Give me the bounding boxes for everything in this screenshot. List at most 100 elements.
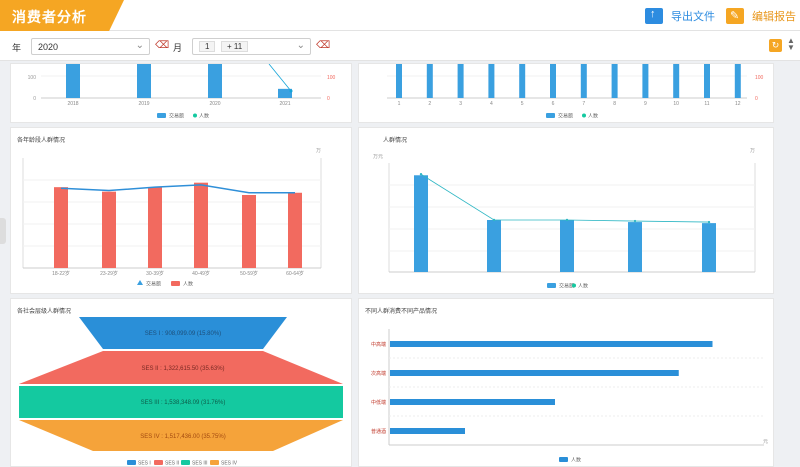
x-tick-label: 12 — [735, 101, 741, 107]
bar-amount — [580, 64, 587, 98]
series-line-count — [420, 173, 710, 223]
y-tick: 100 — [28, 75, 37, 81]
sort-arrows-icon[interactable]: ▲ ▼ — [787, 36, 795, 52]
legend-label: 人数 — [571, 457, 581, 464]
eraser-icon[interactable]: ⌫ — [316, 40, 331, 51]
x-tick-label: 2019 — [138, 101, 149, 107]
y-tick-right: 100 — [755, 75, 764, 81]
funnel-label: SES IV : 1,517,436.00 (35.75%) — [140, 434, 225, 440]
bar-amount — [611, 64, 618, 98]
series-line-count — [268, 64, 292, 92]
x-tick-label: 6 — [552, 101, 555, 107]
line-point — [707, 220, 711, 224]
funnel-chart: SES I : 908,099.09 (15.80%) SES II : 1,3… — [19, 317, 343, 467]
bar-count — [390, 341, 713, 347]
chevron-down-icon: ⌄ — [135, 40, 144, 51]
line-point — [492, 218, 496, 222]
month-chip[interactable]: 1 — [199, 41, 216, 52]
bar-count — [390, 370, 679, 376]
bar-amount — [426, 64, 433, 98]
x-tick-label: 1 — [398, 101, 401, 107]
x-tick-label: 2 — [428, 101, 431, 107]
bar-amount — [137, 64, 151, 98]
bar-amount — [673, 64, 680, 98]
bar-amount — [488, 64, 495, 98]
year-select[interactable]: 2020 ⌄ — [31, 38, 150, 55]
month-select[interactable]: 1 + 11 ⌄ — [192, 38, 311, 55]
legend-label: SES I — [138, 461, 151, 467]
legend-label: 人数 — [183, 281, 193, 288]
panel-yearly: 100 0 100 0 2018 2019 2020 2021 交易额 人数 — [10, 63, 352, 123]
bar-count — [390, 399, 555, 405]
page-title: 消费者分析 — [12, 9, 87, 25]
bar-amount — [642, 64, 649, 98]
funnel-segment-ses3 — [19, 386, 343, 418]
bar-count — [54, 187, 68, 268]
y-tick-right: 100 — [327, 75, 336, 81]
bar-count — [102, 191, 116, 268]
legend-label: SES III — [192, 461, 208, 467]
pencil-icon — [726, 8, 744, 24]
y-tick-label: 中低端 — [371, 399, 386, 406]
legend-swatch-count — [559, 457, 568, 462]
monthly-chart: 100 0 1 2 3 4 5 6 7 8 9 10 11 12 交易额 人数 — [387, 64, 764, 120]
eraser-icon[interactable]: ⌫ — [155, 40, 170, 51]
bar-amount — [208, 64, 222, 98]
x-tick-label: 30-39岁 — [146, 270, 164, 277]
sidebar-toggle-handle[interactable] — [0, 218, 6, 244]
legend-label: 交易额 — [169, 113, 184, 120]
panel-title: 各年龄段人群情况 — [17, 138, 66, 144]
legend-swatch-count — [193, 113, 197, 118]
panel-title: 人群情况 — [383, 138, 408, 144]
y-tick-label: 中高端 — [371, 341, 386, 348]
legend-swatch-count — [572, 283, 576, 288]
funnel-label: SES III : 1,538,348.09 (31.76%) — [141, 400, 226, 406]
legend-label: 人数 — [588, 113, 598, 120]
line-point — [419, 173, 423, 176]
bar-amount — [278, 88, 292, 98]
x-tick-label: 11 — [704, 101, 709, 107]
year-value: 2020 — [38, 42, 59, 52]
month-chip-more[interactable]: + 11 — [220, 41, 249, 52]
bar-count — [194, 182, 208, 268]
month-label: 月 — [173, 43, 183, 53]
legend-label: 交易额 — [559, 283, 574, 290]
panel-funnel: 各社会层级人群情况 SES I : 908,099.09 (15.80%) SE… — [10, 298, 352, 467]
export-button[interactable]: 导出文件 — [645, 6, 715, 26]
top-header: 消费者分析 导出文件 编辑报告 — [0, 0, 800, 31]
edit-report-button[interactable]: 编辑报告 — [726, 6, 796, 26]
edit-label: 编辑报告 — [752, 11, 796, 23]
unit-label: 元 — [763, 439, 768, 445]
filter-bar: 年 2020 ⌄ ⌫ 月 1 + 11 ⌄ ⌫ — [0, 31, 800, 61]
funnel-segment-ses2 — [19, 351, 343, 384]
x-tick-label: 60-64岁 — [286, 270, 304, 277]
bar-amount — [560, 220, 574, 272]
unit-label-right: 万 — [750, 148, 755, 154]
x-tick-label: 2018 — [67, 101, 78, 107]
y-tick-right: 0 — [327, 96, 330, 102]
y-tick: 0 — [33, 96, 36, 102]
legend-swatch-amount — [137, 280, 143, 285]
x-tick-label: 7 — [582, 101, 585, 107]
x-tick-label: 2020 — [209, 101, 220, 107]
legend-label: 交易额 — [558, 113, 573, 120]
legend-swatch-amount — [546, 113, 555, 118]
x-tick-label: 5 — [521, 101, 524, 107]
age-chart: 万 18-22岁 23-29岁 30-39岁 40-49岁 50-59岁 60-64岁 交… — [22, 148, 322, 288]
legend-swatch-ses3 — [181, 460, 190, 465]
funnel-label: SES II : 1,322,615.50 (35.63%) — [141, 366, 224, 372]
legend-swatch-count — [171, 281, 180, 286]
bar-amount — [519, 64, 526, 98]
bar-count — [288, 192, 302, 268]
bar-amount — [414, 175, 428, 272]
bar-amount — [487, 220, 501, 272]
bar-amount — [628, 222, 642, 272]
bar-amount — [457, 64, 464, 98]
line-point — [289, 89, 293, 93]
export-label: 导出文件 — [671, 11, 715, 23]
legend-swatch-ses4 — [210, 460, 219, 465]
funnel-label: SES I : 908,099.09 (15.80%) — [145, 331, 221, 337]
upload-folder-icon — [645, 8, 663, 24]
refresh-icon[interactable]: ↻ — [769, 39, 782, 52]
